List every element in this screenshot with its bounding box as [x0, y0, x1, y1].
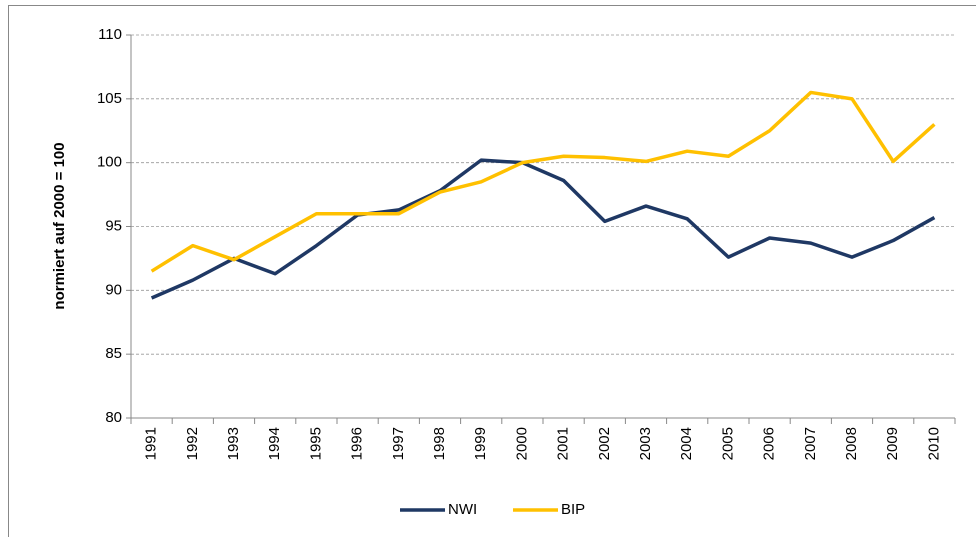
y-tick-label: 80	[105, 409, 122, 426]
y-tick-label: 85	[105, 345, 122, 362]
x-tick-label: 2007	[802, 427, 819, 460]
y-tick-label: 105	[97, 90, 122, 107]
y-tick-label: 100	[97, 154, 122, 171]
x-tick-label: 1999	[472, 427, 489, 460]
legend-label: BIP	[561, 501, 585, 518]
x-tick-label: 2001	[555, 427, 572, 460]
line-series	[150, 90, 936, 273]
x-tick-label: 1997	[390, 427, 407, 460]
x-tick-label: 2010	[925, 427, 942, 460]
x-tick-label: 2005	[719, 427, 736, 460]
x-tick-label: 1994	[266, 427, 283, 460]
x-tick-label: 2004	[678, 427, 695, 460]
y-tick-label: 95	[105, 217, 122, 234]
x-tick-label: 1991	[143, 427, 160, 460]
chart-frame	[8, 5, 976, 537]
x-tick-label: 2003	[637, 427, 654, 460]
x-tick-label: 1992	[184, 427, 201, 460]
legend-label: NWI	[448, 501, 477, 518]
x-tick-label: 2006	[761, 427, 778, 460]
line-series	[150, 158, 936, 300]
x-tick-label: 1998	[431, 427, 448, 460]
y-tick-label: 90	[105, 281, 122, 298]
x-tick-label: 1993	[225, 427, 242, 460]
x-tick-label: 2000	[513, 427, 530, 460]
x-tick-label: 2008	[843, 427, 860, 460]
x-tick-label: 1995	[307, 427, 324, 460]
y-axis-label: normiert auf 2000 = 100	[51, 142, 68, 309]
y-tick-label: 110	[98, 26, 122, 43]
x-tick-label: 2002	[596, 427, 613, 460]
x-tick-label: 2009	[884, 427, 901, 460]
x-tick-label: 1996	[349, 427, 366, 460]
